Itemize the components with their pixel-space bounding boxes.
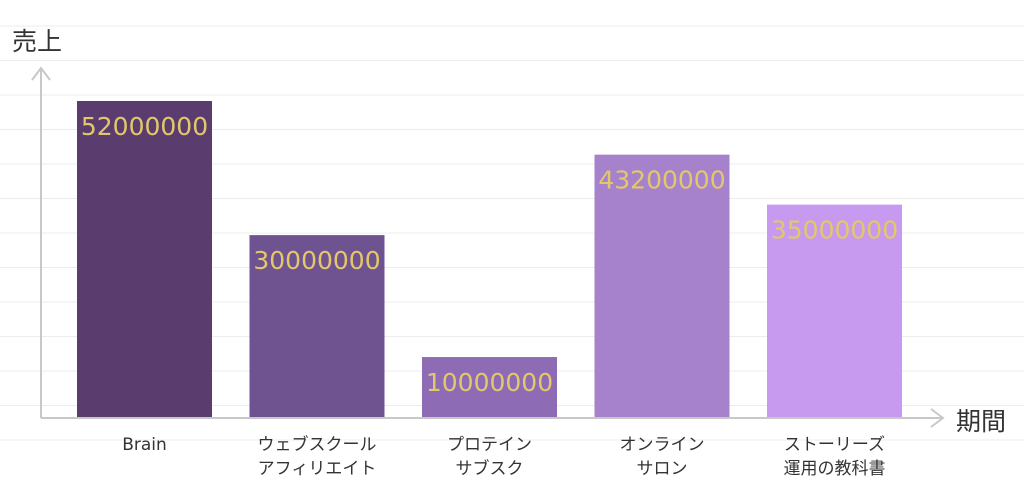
category-label: 運用の教科書 [784, 459, 886, 479]
category-label: プロテイン [447, 435, 532, 455]
bar [249, 235, 385, 418]
axes [31, 66, 945, 428]
category-label: サブスク [456, 458, 524, 479]
y-axis-arrow [31, 66, 51, 81]
bar [77, 101, 212, 418]
category-label: サロン [637, 459, 688, 479]
category-label: オンライン [620, 435, 705, 455]
bar-value-label: 35000000 [771, 216, 898, 245]
bar [767, 204, 902, 418]
category-label: Brain [122, 435, 167, 455]
bars [77, 101, 902, 418]
bar-value-label: 30000000 [253, 246, 380, 275]
bar-value-label: 10000000 [426, 368, 553, 397]
value-labels: 52000000 30000000 10000000 43200000 35000000 [81, 112, 898, 397]
y-axis-label: 売上 [12, 27, 62, 56]
category-label: ウェブスクール [258, 434, 377, 455]
bar-value-label: 43200000 [598, 166, 725, 195]
x-axis-label: 期間 [956, 407, 1006, 436]
x-axis-arrow [930, 408, 945, 428]
category-label: ストーリーズ [784, 435, 885, 455]
bar [422, 357, 557, 418]
bar [594, 154, 730, 418]
category-label: アフィリエイト [258, 459, 377, 479]
bar-value-label: 52000000 [81, 112, 208, 141]
